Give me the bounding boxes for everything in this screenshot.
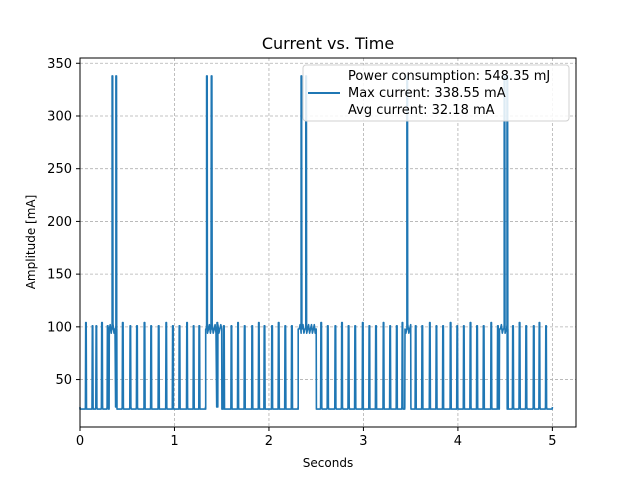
legend: Power consumption: 548.35 mJ Max current… — [302, 64, 570, 122]
y-tick-label: 300 — [47, 109, 72, 124]
legend-line-power: Power consumption: 548.35 mJ — [348, 69, 550, 84]
x-tick-label: 0 — [76, 434, 84, 449]
x-tick-label: 3 — [359, 434, 367, 449]
y-tick-label: 100 — [47, 320, 72, 335]
legend-line-avg: Avg current: 32.18 mA — [348, 103, 495, 118]
legend-box — [302, 64, 570, 122]
x-tick-label: 2 — [265, 434, 273, 449]
chart-title: Current vs. Time — [262, 34, 394, 53]
x-axis-ticks: 0 1 2 3 4 5 — [76, 427, 557, 449]
x-tick-label: 1 — [170, 434, 178, 449]
x-axis-label: Seconds — [303, 456, 353, 470]
y-axis-ticks: 50 100 150 200 250 300 350 — [47, 57, 80, 388]
y-tick-label: 250 — [47, 162, 72, 177]
y-tick-label: 200 — [47, 215, 72, 230]
y-tick-label: 350 — [47, 57, 72, 72]
y-tick-label: 50 — [55, 373, 72, 388]
x-tick-label: 5 — [548, 434, 556, 449]
series-current — [79, 75, 554, 410]
y-axis-label: Amplitude [mA] — [24, 195, 38, 290]
plot-frame — [79, 57, 577, 428]
y-tick-label: 150 — [47, 268, 72, 283]
current-trace-line — [79, 75, 554, 410]
x-tick-label: 4 — [454, 434, 462, 449]
legend-line-max: Max current: 338.55 mA — [348, 86, 506, 101]
